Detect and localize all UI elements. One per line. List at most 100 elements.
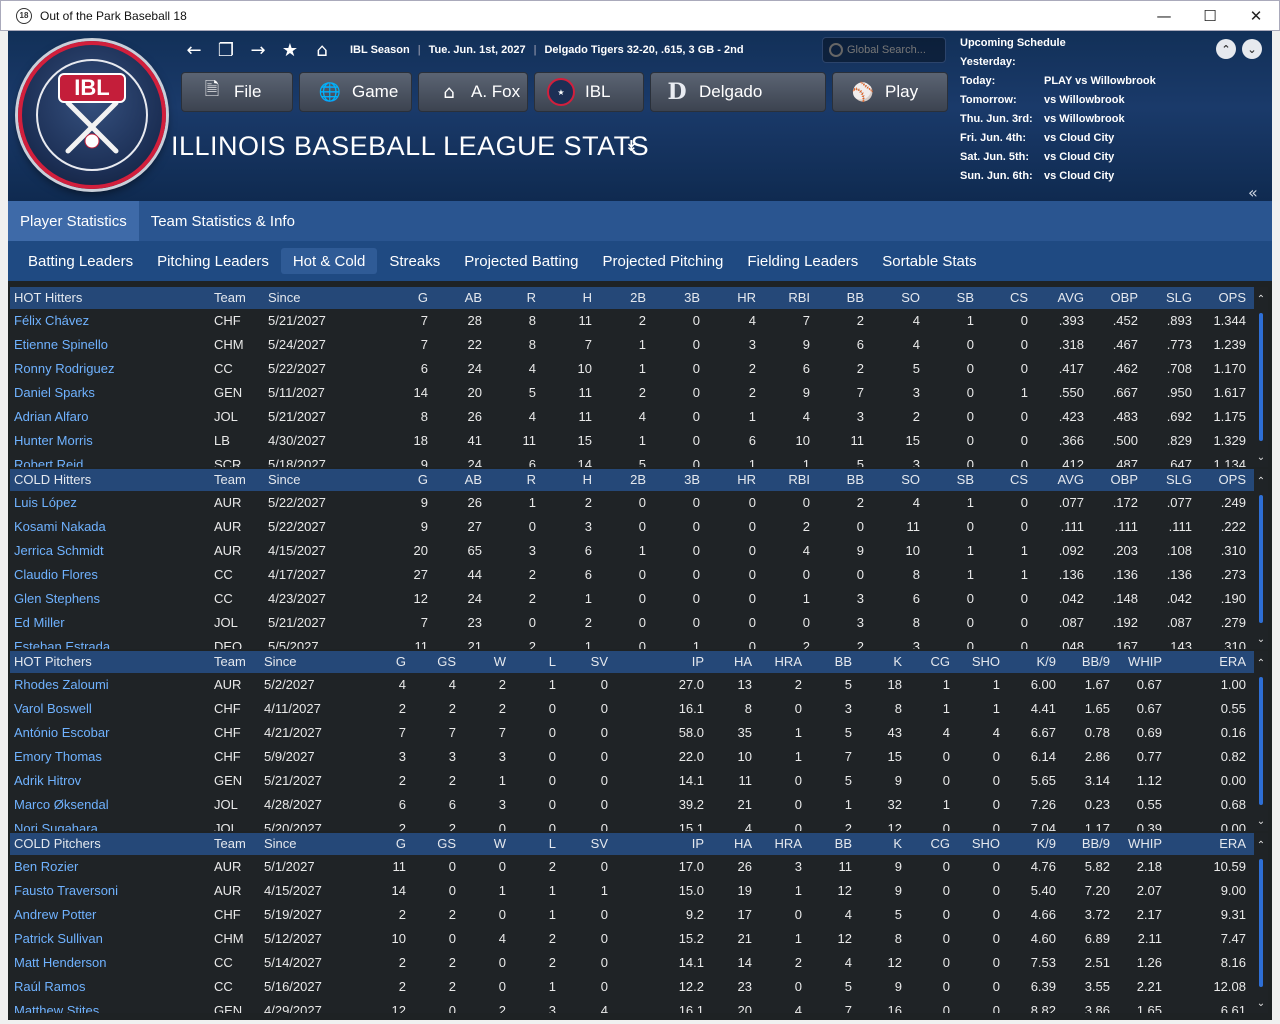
scroll-down-icon[interactable]: ⌄ [1256, 998, 1266, 1009]
table-row[interactable]: Andrew Potter CHF 5/19/2027 2 2 0 1 0 9.2 17 0 4 5 0 0… [10, 903, 1268, 927]
column-header[interactable]: BB [834, 654, 852, 669]
schedule-row[interactable]: Yesterday: [960, 56, 1260, 75]
minimize-icon[interactable]: — [1156, 7, 1172, 25]
table-row[interactable]: António Escobar CHF 4/21/2027 7 7 7 0 0 58.0 35 1 5… [10, 721, 1268, 745]
column-header[interactable]: GS [437, 836, 456, 851]
table-row[interactable]: Esteban Estrada DEQ 5/5/2027 11 21 2 1 0 1 0 2 2 3 0 0… [10, 635, 1268, 649]
table-row[interactable]: Daniel Sparks GEN 5/11/2027 14 20 5 11 2 0 2 9 7 3 0 1… [10, 381, 1268, 405]
double-chevron-down-icon[interactable]: ↡ [625, 137, 638, 155]
column-header[interactable]: IP [691, 836, 704, 851]
column-header[interactable]: G [417, 290, 428, 305]
column-header[interactable]: BB/9 [1081, 654, 1110, 669]
column-header[interactable]: G [395, 654, 406, 669]
column-header[interactable]: AVG [1057, 472, 1085, 487]
tab-streaks[interactable]: Streaks [389, 252, 441, 270]
column-header[interactable]: OBP [1110, 290, 1138, 305]
column-header[interactable]: Team [214, 654, 246, 669]
tab-pitching-leaders[interactable]: Pitching Leaders [157, 252, 269, 270]
column-header[interactable]: AB [464, 472, 482, 487]
maximize-icon[interactable]: ☐ [1203, 7, 1217, 25]
column-header[interactable]: SHO [971, 836, 1000, 851]
schedule-row[interactable]: Sun. Jun. 6th: vs Cloud City [960, 170, 1260, 189]
game-button[interactable]: 🌐 Game [299, 72, 412, 112]
column-header[interactable]: COLD Pitchers [14, 836, 101, 851]
player-name-link[interactable]: Robert Reid [14, 457, 84, 467]
scroll-thumb[interactable] [1259, 495, 1263, 623]
scroll-thumb[interactable] [1259, 677, 1263, 805]
file-button[interactable]: 🗎 File [181, 72, 293, 112]
player-name-link[interactable]: Andrew Potter [14, 907, 97, 922]
column-header[interactable]: OPS [1218, 472, 1246, 487]
chevron-up-icon[interactable]: ⌃ [1216, 39, 1236, 59]
column-header[interactable]: L [548, 654, 556, 669]
player-name-link[interactable]: Nori Sugahara [14, 821, 98, 831]
scroll-down-icon[interactable]: ⌄ [1256, 634, 1266, 645]
column-header[interactable]: COLD Hitters [14, 472, 92, 487]
table-row[interactable]: Nori Sugahara JOL 5/20/2027 2 2 0 0 0 15.1 4 0 2 12 0… [10, 817, 1268, 831]
player-name-link[interactable]: Raúl Ramos [14, 979, 86, 994]
player-name-link[interactable]: Glen Stephens [14, 591, 101, 606]
column-header[interactable]: OPS [1218, 290, 1246, 305]
column-header[interactable]: WHIP [1128, 654, 1162, 669]
scroll-up-icon[interactable]: ⌃ [1256, 294, 1266, 305]
column-header[interactable]: BB [846, 472, 864, 487]
column-header[interactable]: ERA [1219, 654, 1246, 669]
scrollbar[interactable]: ⌃ ⌄ [1254, 287, 1268, 467]
column-header[interactable]: OBP [1110, 472, 1138, 487]
column-header[interactable]: SV [590, 654, 608, 669]
column-header[interactable]: Team [214, 472, 246, 487]
tab-player-statistics[interactable]: Player Statistics [8, 201, 139, 241]
scroll-down-icon[interactable]: ⌄ [1256, 452, 1266, 463]
tab-fielding-leaders[interactable]: Fielding Leaders [747, 252, 859, 270]
player-name-link[interactable]: Kosami Nakada [14, 519, 106, 534]
column-header[interactable]: SB [956, 472, 974, 487]
player-name-link[interactable]: Ed Miller [14, 615, 65, 630]
home-icon[interactable]: ⌂ [316, 39, 328, 61]
table-row[interactable]: Félix Chávez CHF 5/21/2027 7 28 8 11 2 0 4 7 2 4 1 0 .3… [10, 309, 1268, 333]
player-name-link[interactable]: Adrik Hitrov [14, 773, 82, 788]
table-row[interactable]: Rhodes Zaloumi AUR 5/2/2027 4 4 2 1 0 27.0 13 2 5 18… [10, 673, 1268, 697]
player-name-link[interactable]: Hunter Morris [14, 433, 93, 448]
column-header[interactable]: IP [691, 654, 704, 669]
column-header[interactable]: CG [930, 836, 951, 851]
column-header[interactable]: K [893, 654, 902, 669]
column-header[interactable]: AB [464, 290, 482, 305]
column-header[interactable]: 3B [684, 290, 700, 305]
table-row[interactable]: Glen Stephens CC 4/23/2027 12 24 2 1 0 0 0 1 3 6 0 0 .0… [10, 587, 1268, 611]
column-header[interactable]: G [417, 472, 428, 487]
column-header[interactable]: BB/9 [1081, 836, 1110, 851]
column-header[interactable]: HA [733, 836, 752, 851]
player-name-link[interactable]: Claudio Flores [14, 567, 98, 582]
table-row[interactable]: Ed Miller JOL 5/21/2027 7 23 0 2 0 0 0 0 3 8 0 0 .087 .1… [10, 611, 1268, 635]
season-label[interactable]: IBL Season [350, 44, 410, 56]
forward-arrow-icon[interactable]: → [250, 39, 266, 61]
back-arrow-icon[interactable]: ← [186, 39, 202, 61]
tab-hot-cold[interactable]: Hot & Cold [280, 248, 378, 274]
table-row[interactable]: Ronny Rodriguez CC 5/22/2027 6 24 4 10 1 0 2 6 2 5 0 0… [10, 357, 1268, 381]
column-header[interactable]: HR [737, 472, 756, 487]
table-row[interactable]: Jerrica Schmidt AUR 4/15/2027 20 65 3 6 1 0 0 4 9 10… [10, 539, 1268, 563]
column-header[interactable]: HOT Hitters [14, 290, 83, 305]
column-header[interactable]: W [493, 836, 506, 851]
column-header[interactable]: CG [930, 654, 951, 669]
column-header[interactable]: CS [1009, 290, 1028, 305]
table-row[interactable]: Fausto Traversoni AUR 4/15/2027 14 0 1 1 1 15.0 1… [10, 879, 1268, 903]
scrollbar[interactable]: ⌃ ⌄ [1254, 833, 1268, 1013]
column-header[interactable]: H [582, 472, 592, 487]
column-header[interactable]: SO [901, 472, 920, 487]
table-row[interactable]: Matthew Stites GEN 4/29/2027 12 0 2 3 4 16.1 20 4 7… [10, 999, 1268, 1013]
column-header[interactable]: Since [268, 472, 301, 487]
table-row[interactable]: Varol Boswell CHF 4/11/2027 2 2 2 0 0 16.1 8 0 3 8 1 1… [10, 697, 1268, 721]
column-header[interactable]: SV [590, 836, 608, 851]
column-header[interactable]: Since [268, 290, 301, 305]
table-row[interactable]: Patrick Sullivan CHM 5/12/2027 10 0 4 2 0 15.2 21… [10, 927, 1268, 951]
column-header[interactable]: G [395, 836, 406, 851]
player-name-link[interactable]: António Escobar [14, 725, 110, 740]
column-header[interactable]: R [526, 472, 536, 487]
column-header[interactable]: L [548, 836, 556, 851]
league-button[interactable]: ★ IBL [534, 72, 644, 112]
tab-projected-batting[interactable]: Projected Batting [464, 252, 579, 270]
player-name-link[interactable]: Fausto Traversoni [14, 883, 119, 898]
team-record-label[interactable]: Delgado Tigers 32-20, .615, 3 GB - 2nd [544, 44, 744, 56]
table-row[interactable]: Marco Øksendal JOL 4/28/2027 6 6 3 0 0 39.2 21 0 1 3… [10, 793, 1268, 817]
